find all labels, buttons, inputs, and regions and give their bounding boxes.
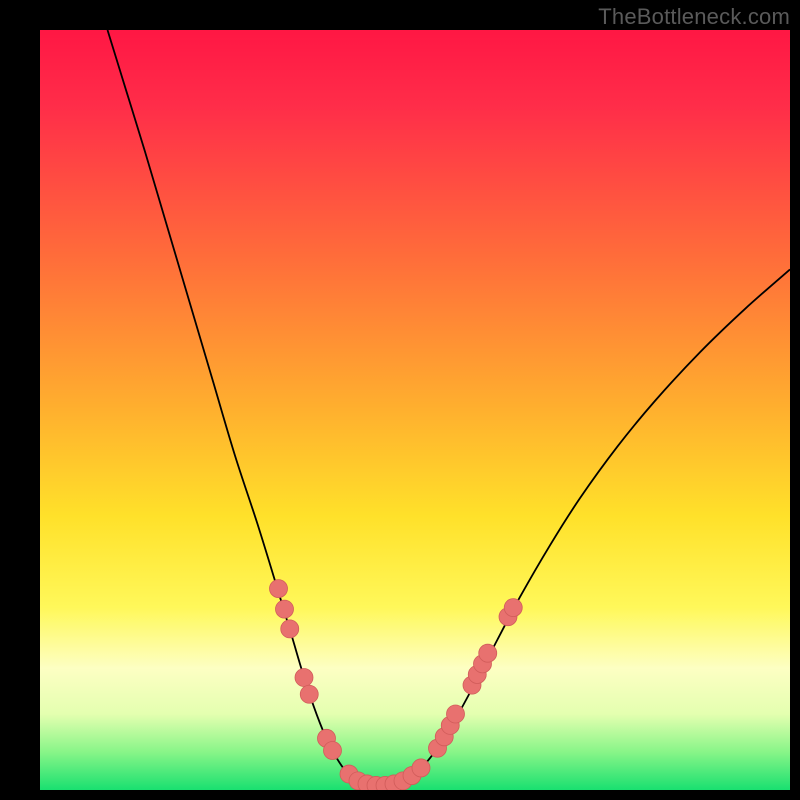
data-marker	[270, 580, 288, 598]
chart-svg	[0, 0, 800, 800]
data-marker	[300, 685, 318, 703]
data-marker	[295, 669, 313, 687]
data-marker	[281, 620, 299, 638]
data-marker	[412, 759, 430, 777]
data-marker	[479, 644, 497, 662]
data-marker	[276, 600, 294, 618]
data-marker	[504, 599, 522, 617]
data-marker	[324, 741, 342, 759]
watermark: TheBottleneck.com	[598, 4, 790, 30]
plot-area	[40, 30, 790, 790]
data-marker	[447, 705, 465, 723]
chart-container: TheBottleneck.com	[0, 0, 800, 800]
